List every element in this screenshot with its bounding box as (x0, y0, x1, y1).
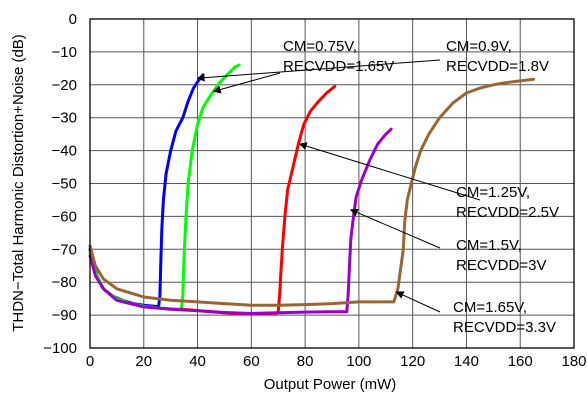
y-tick-label: 0 (69, 11, 77, 28)
y-tick-label: −60 (52, 208, 77, 225)
series-line-4 (88, 77, 536, 307)
annotation-arrow (212, 72, 281, 94)
annotation-line2: RECVDD=1.65V (283, 58, 394, 75)
y-axis-title: THDN−Total Harmonic Distortion+Noise (dB… (10, 34, 27, 332)
annotation-line1: CM=0.9V, (446, 38, 512, 55)
tick-labels: 0 20 40 60 80 100 120 140 160 180 0 −10 −20 −30 −40 −50… (43, 11, 586, 370)
annotations: CM=0.75V, RECVDD=1.65V CM=0.9V, RECVDD=1.8V… (196, 38, 559, 336)
annotation-arrow (395, 291, 441, 313)
y-tick-label: −30 (52, 110, 77, 127)
y-tick-label: −70 (52, 241, 77, 258)
x-tick-label: 20 (135, 353, 152, 370)
annotation-0: CM=0.75V, RECVDD=1.65V (212, 38, 394, 94)
plot-frame (89, 18, 575, 349)
x-axis-title: Output Power (mW) (264, 376, 397, 393)
annotation-1: CM=0.9V, RECVDD=1.8V (196, 38, 549, 82)
annotation-line2: RECVDD=3V (456, 257, 546, 274)
x-tick-label: 100 (346, 353, 371, 370)
annotation-4: CM=1.65V, RECVDD=3.3V (395, 291, 556, 336)
x-tick-label: 160 (508, 353, 533, 370)
x-tick-label: 120 (400, 353, 425, 370)
annotation-arrow (196, 59, 441, 82)
y-tick-label: −50 (52, 176, 77, 193)
annotation-arrow (349, 208, 441, 249)
y-tick-label: −20 (52, 77, 77, 94)
annotation-3: CM=1.5V, RECVDD=3V (349, 208, 546, 274)
annotation-line2: RECVDD=1.8V (446, 58, 549, 75)
annotation-line2: RECVDD=3.3V (453, 319, 556, 336)
x-tick-label: 80 (297, 353, 314, 370)
x-tick-label: 180 (561, 353, 586, 370)
annotation-2: CM=1.25V, RECVDD=2.5V (298, 142, 559, 221)
annotation-line2: RECVDD=2.5V (456, 204, 559, 221)
y-tick-label: −80 (52, 274, 77, 291)
annotation-arrow (298, 142, 481, 201)
annotation-line1: CM=0.75V, (283, 38, 357, 55)
x-tick-label: 140 (454, 353, 479, 370)
x-tick-label: 60 (243, 353, 260, 370)
annotation-line1: CM=1.65V, (453, 299, 527, 316)
annotation-line1: CM=1.25V, (456, 184, 530, 201)
y-tick-label: −90 (52, 307, 77, 324)
x-tick-label: 0 (86, 353, 94, 370)
annotation-line1: CM=1.5V, (456, 237, 522, 254)
y-tick-label: −40 (52, 143, 77, 160)
y-tick-label: −10 (52, 44, 77, 61)
x-tick-label: 40 (189, 353, 206, 370)
series-line-3 (88, 127, 393, 315)
y-tick-label: −100 (43, 340, 77, 357)
